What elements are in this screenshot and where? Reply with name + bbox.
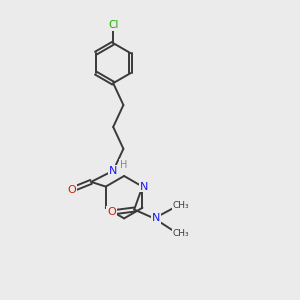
Text: CH₃: CH₃ <box>172 201 189 210</box>
Text: N: N <box>109 166 117 176</box>
Text: O: O <box>67 185 76 195</box>
Text: N: N <box>152 213 160 224</box>
Text: O: O <box>107 207 116 217</box>
Text: H: H <box>120 160 127 170</box>
Text: Cl: Cl <box>108 20 119 30</box>
Text: CH₃: CH₃ <box>172 229 189 238</box>
Text: N: N <box>140 182 148 192</box>
